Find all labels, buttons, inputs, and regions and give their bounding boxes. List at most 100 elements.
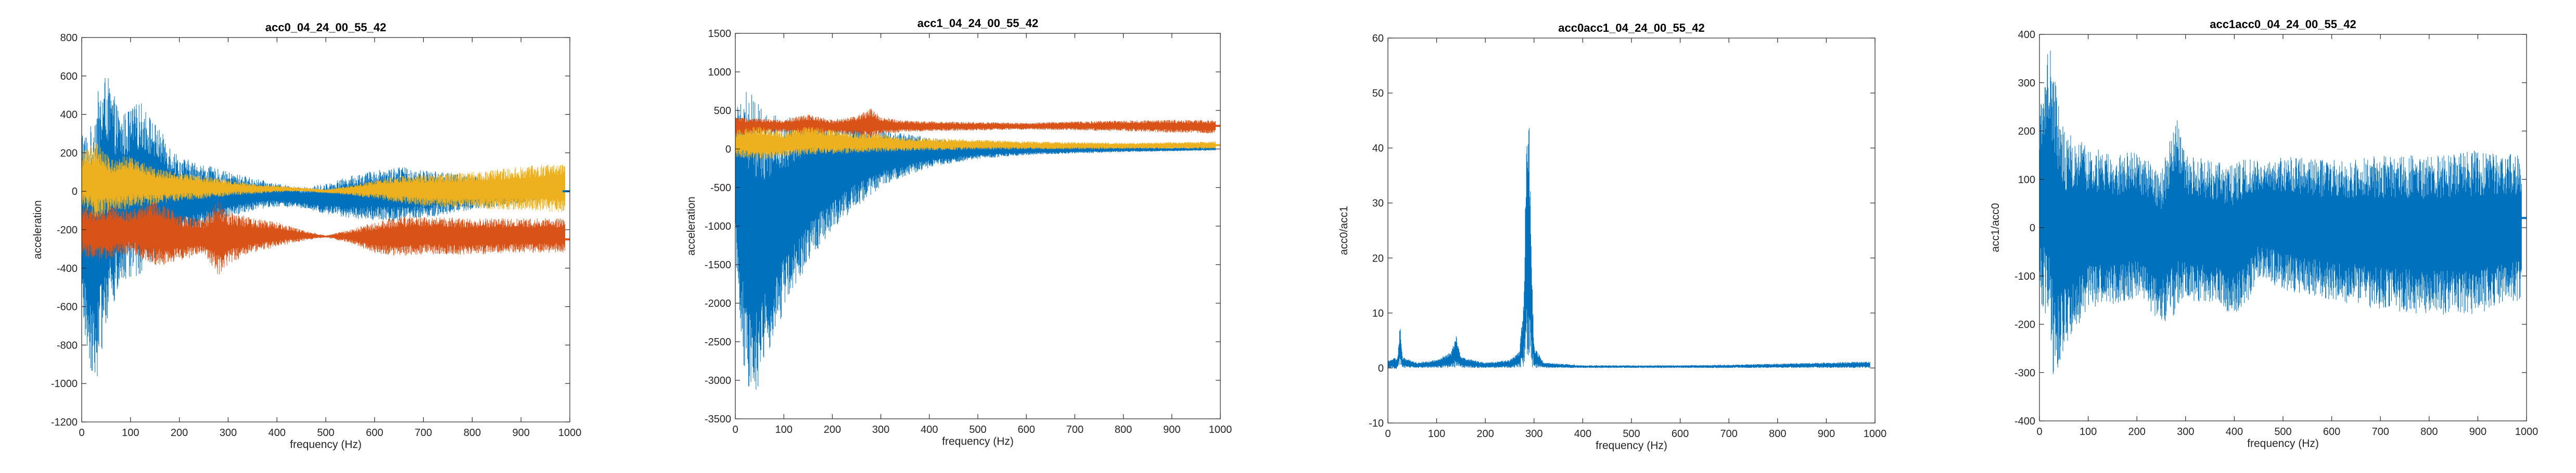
y-tick-label: 400 <box>60 109 78 121</box>
y-tick-label: -1000 <box>51 378 78 390</box>
y-tick-label: 10 <box>1372 308 1384 319</box>
x-tick-label: 100 <box>1428 428 1445 440</box>
data-series-1 <box>2039 51 2522 375</box>
x-tick-label: 100 <box>122 427 139 439</box>
x-tick-label: 500 <box>1623 428 1640 440</box>
x-tick-label: 800 <box>1115 424 1132 435</box>
y-tick-label: -500 <box>710 182 731 194</box>
x-tick-label: 900 <box>1163 424 1180 435</box>
chart-title: acc1_04_24_00_55_42 <box>917 17 1038 30</box>
y-tick-label: -600 <box>57 302 78 313</box>
y-tick-label: 0 <box>72 186 78 197</box>
x-axis-label: frequency (Hz) <box>2247 438 2319 450</box>
x-tick-label: 0 <box>2036 426 2042 438</box>
x-tick-label: 400 <box>2226 426 2243 438</box>
y-tick-label: -1000 <box>705 221 731 232</box>
y-tick-label: -400 <box>57 263 78 275</box>
x-tick-label: 700 <box>1066 424 1083 435</box>
y-tick-label: 100 <box>2018 174 2035 185</box>
x-tick-label: 0 <box>1385 428 1391 440</box>
x-tick-label: 1000 <box>2515 426 2539 438</box>
x-tick-label: 500 <box>317 427 334 439</box>
y-axis-label: acceleration <box>685 196 697 255</box>
y-tick-label: -3000 <box>705 375 731 387</box>
x-tick-label: 200 <box>1477 428 1494 440</box>
y-axis-label: acceleration <box>32 200 44 259</box>
x-tick-label: 800 <box>1769 428 1786 440</box>
data-series-2 <box>81 200 565 275</box>
x-tick-label: 600 <box>2323 426 2340 438</box>
y-tick-label: -2000 <box>705 298 731 309</box>
chart-title: acc0acc1_04_24_00_55_42 <box>1558 21 1704 34</box>
x-tick-label: 300 <box>1525 428 1542 440</box>
y-tick-label: -200 <box>57 225 78 236</box>
x-tick-label: 1000 <box>1864 428 1887 440</box>
y-axis-label: acc0/acc1 <box>1338 206 1350 255</box>
x-tick-label: 700 <box>1720 428 1738 440</box>
data-series-1 <box>1387 128 1870 369</box>
x-tick-label: 100 <box>775 424 793 435</box>
y-tick-label: 500 <box>714 105 731 117</box>
y-tick-label: -100 <box>2014 271 2035 282</box>
y-tick-label: 0 <box>2030 222 2035 234</box>
x-tick-label: 700 <box>2372 426 2389 438</box>
x-tick-label: 900 <box>1818 428 1835 440</box>
x-tick-label: 900 <box>513 427 530 439</box>
chart-title: acc1acc0_04_24_00_55_42 <box>2210 18 2356 31</box>
y-tick-label: -300 <box>2014 367 2035 379</box>
y-tick-label: 800 <box>60 32 78 44</box>
y-tick-label: 200 <box>2018 126 2035 138</box>
x-tick-label: 100 <box>2080 426 2097 438</box>
x-tick-label: 400 <box>269 427 286 439</box>
y-tick-label: 1000 <box>708 67 732 78</box>
y-tick-label: -800 <box>57 340 78 351</box>
y-tick-label: 300 <box>2018 78 2035 89</box>
x-tick-label: 200 <box>824 424 841 435</box>
y-tick-label: 400 <box>2018 29 2035 41</box>
chart-panel-3: 0 100 200 300 400 500 600 700 800 900 1000-1001020… <box>1338 21 1886 452</box>
x-tick-label: 800 <box>464 427 481 439</box>
chart-title: acc0_04_24_00_55_42 <box>265 21 386 34</box>
y-tick-label: -1500 <box>705 259 731 271</box>
y-tick-label: 30 <box>1372 198 1384 209</box>
x-tick-label: 500 <box>969 424 986 435</box>
x-axis-label: frequency (Hz) <box>942 435 1014 447</box>
x-tick-label: 300 <box>872 424 889 435</box>
x-tick-label: 200 <box>2128 426 2146 438</box>
y-tick-label: -1200 <box>51 417 78 428</box>
chart-panel-2: 0 100 200 300 400 500 600 700 800 900 1000 -3500 -30… <box>685 17 1232 447</box>
x-axis-label: frequency (Hz) <box>290 439 362 451</box>
chart-panel-4: 0 100 200 300 400 500 600 700 800 900 1000-400-300… <box>1990 18 2538 450</box>
x-tick-label: 600 <box>1672 428 1689 440</box>
y-tick-label: 20 <box>1372 253 1384 264</box>
x-tick-label: 600 <box>1018 424 1035 435</box>
x-tick-label: 300 <box>220 427 237 439</box>
x-tick-label: 400 <box>1574 428 1591 440</box>
y-tick-label: 1500 <box>708 28 732 40</box>
x-tick-label: 700 <box>415 427 432 439</box>
x-tick-label: 0 <box>732 424 738 435</box>
y-tick-label: 0 <box>1378 363 1384 374</box>
y-tick-label: 40 <box>1372 143 1384 154</box>
y-axis-label: acc1/acc0 <box>1990 203 2001 253</box>
x-axis-label: frequency (Hz) <box>1596 440 1667 452</box>
chart-panel-1: 0 100 200 300 400 500 600 700 800 900 1000 -1200 -10… <box>32 21 581 451</box>
y-tick-label: -400 <box>2014 416 2035 427</box>
x-tick-label: 1000 <box>558 427 582 439</box>
x-tick-label: 400 <box>921 424 938 435</box>
y-tick-label: 600 <box>60 71 78 82</box>
y-tick-label: 50 <box>1372 88 1384 99</box>
x-tick-label: 1000 <box>1209 424 1232 435</box>
y-tick-label: 200 <box>60 147 78 159</box>
y-tick-label: 0 <box>725 144 731 155</box>
x-tick-label: 600 <box>366 427 383 439</box>
x-tick-label: 900 <box>2469 426 2486 438</box>
y-tick-label: 60 <box>1372 33 1384 44</box>
x-tick-label: 0 <box>79 427 84 439</box>
y-tick-label: -2500 <box>705 337 731 348</box>
y-tick-label: -10 <box>1369 418 1384 429</box>
x-tick-label: 300 <box>2177 426 2194 438</box>
y-tick-label: -3500 <box>705 414 731 425</box>
x-tick-label: 200 <box>171 427 188 439</box>
